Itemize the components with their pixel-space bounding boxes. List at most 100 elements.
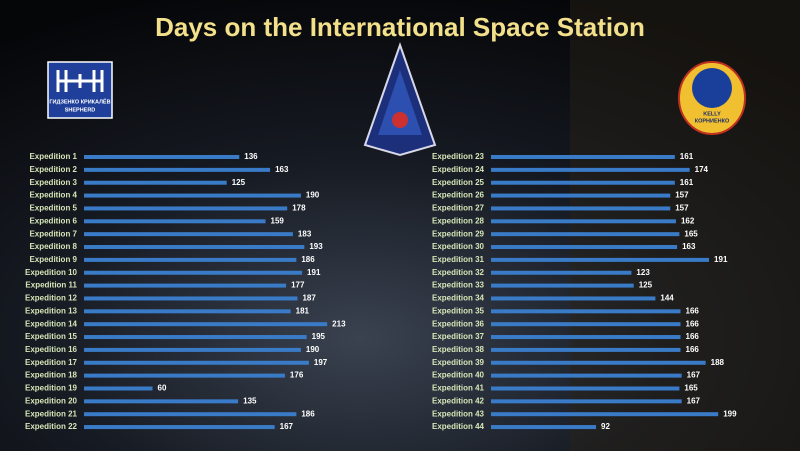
bar: [84, 180, 227, 185]
y-tick-label: Expedition 28: [432, 216, 485, 225]
y-tick-label: Expedition 2: [29, 165, 77, 174]
bar: [491, 193, 671, 198]
bar: [491, 245, 678, 250]
bar: [491, 360, 706, 365]
data-label: 193: [309, 242, 323, 251]
data-label: 191: [307, 268, 321, 277]
y-tick-label: Expedition 12: [25, 294, 78, 303]
bar: [84, 206, 288, 211]
bar: [84, 167, 271, 172]
bar: [491, 270, 632, 275]
data-label: 188: [711, 358, 725, 367]
data-label: 183: [298, 229, 312, 238]
y-tick-label: Expedition 8: [29, 242, 77, 251]
data-label: 177: [291, 281, 305, 290]
data-label: 191: [714, 255, 728, 264]
y-tick-label: Expedition 13: [25, 306, 78, 315]
data-label: 167: [280, 422, 294, 431]
bar: [84, 296, 298, 301]
bar: [491, 386, 680, 391]
bar: [491, 257, 710, 262]
data-label: 199: [723, 409, 737, 418]
data-label: 187: [302, 294, 316, 303]
y-tick-label: Expedition 22: [25, 422, 78, 431]
y-tick-label: Expedition 35: [432, 306, 485, 315]
bar: [491, 373, 682, 378]
logo-right: KELLY КОРНИЕНКО: [678, 61, 746, 135]
bar: [84, 373, 285, 378]
y-tick-label: Expedition 15: [25, 332, 78, 341]
bar: [491, 399, 682, 404]
y-tick-label: Expedition 44: [432, 422, 485, 431]
data-label: 166: [686, 345, 700, 354]
data-label: 60: [158, 384, 167, 393]
bar: [84, 232, 293, 237]
bar: [84, 309, 291, 314]
logo-text: SHEPHERD: [65, 107, 96, 113]
data-label: 144: [660, 294, 674, 303]
data-label: 163: [275, 165, 289, 174]
bar: [84, 219, 266, 224]
bar: [491, 219, 676, 224]
data-label: 213: [332, 319, 346, 328]
data-label: 174: [695, 165, 709, 174]
data-label: 178: [292, 204, 306, 213]
logo-text: KELLY: [703, 111, 721, 117]
bar: [84, 335, 307, 340]
data-label: 157: [675, 191, 689, 200]
y-tick-label: Expedition 37: [432, 332, 485, 341]
y-tick-label: Expedition 20: [25, 396, 78, 405]
y-tick-label: Expedition 40: [432, 371, 485, 380]
data-label: 157: [675, 204, 689, 213]
data-label: 165: [684, 229, 698, 238]
data-label: 125: [232, 178, 246, 187]
bar: [491, 180, 675, 185]
y-tick-label: Expedition 26: [432, 191, 485, 200]
data-label: 159: [271, 216, 285, 225]
data-label: 165: [684, 384, 698, 393]
bar: [84, 386, 153, 391]
bar: [84, 412, 297, 417]
bar: [84, 257, 297, 262]
bar: [84, 399, 239, 404]
bar: [491, 296, 656, 301]
y-tick-label: Expedition 18: [25, 371, 78, 380]
data-label: 186: [301, 409, 315, 418]
y-tick-label: Expedition 31: [432, 255, 485, 264]
y-tick-label: Expedition 3: [29, 178, 77, 187]
data-label: 163: [682, 242, 696, 251]
bar: [84, 360, 309, 365]
y-tick-label: Expedition 27: [432, 204, 485, 213]
bar: [84, 425, 275, 430]
y-tick-label: Expedition 30: [432, 242, 485, 251]
data-label: 161: [680, 178, 694, 187]
bar: [491, 155, 675, 159]
logo-text: ГИДЗЕНКО КРИКАЛЁВ: [49, 98, 110, 105]
y-tick-label: Expedition 16: [25, 345, 78, 354]
data-label: 167: [687, 396, 701, 405]
y-tick-label: Expedition 33: [432, 281, 485, 290]
y-tick-label: Expedition 17: [25, 358, 78, 367]
y-tick-label: Expedition 21: [25, 409, 78, 418]
chart-title: Days on the International Space Station: [155, 12, 645, 42]
y-tick-label: Expedition 41: [432, 384, 485, 393]
data-label: 166: [686, 319, 700, 328]
data-label: 167: [687, 371, 701, 380]
bar: [84, 322, 328, 327]
y-tick-label: Expedition 42: [432, 396, 485, 405]
data-label: 186: [301, 255, 315, 264]
y-tick-label: Expedition 43: [432, 409, 485, 418]
data-label: 166: [686, 332, 700, 341]
data-label: 161: [680, 152, 694, 161]
bar: [491, 322, 681, 327]
y-tick-label: Expedition 5: [29, 204, 77, 213]
y-tick-label: Expedition 10: [25, 268, 78, 277]
data-label: 125: [639, 281, 653, 290]
data-label: 162: [681, 216, 695, 225]
bar: [84, 283, 287, 288]
bar: [84, 347, 301, 352]
bar: [491, 232, 680, 237]
data-label: 197: [314, 358, 328, 367]
data-label: 181: [296, 306, 310, 315]
